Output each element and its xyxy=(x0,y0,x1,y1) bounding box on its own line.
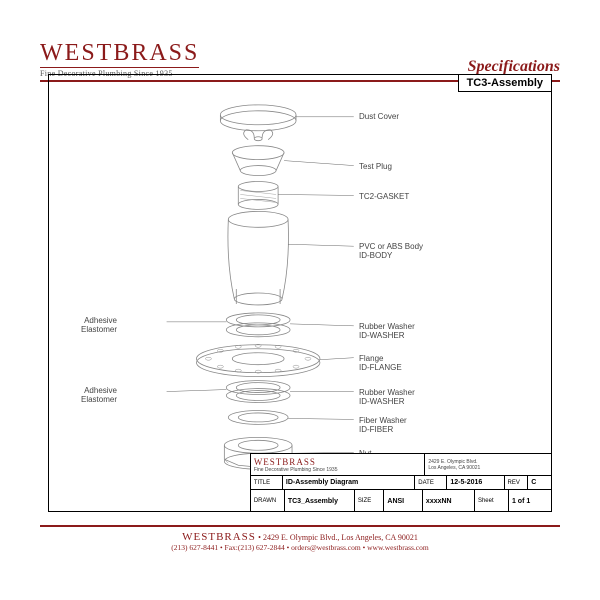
footer-brand: WESTBRASS xyxy=(182,531,256,543)
footer-email: orders@westbrass.com xyxy=(291,543,361,552)
tb-rev-field: REV xyxy=(508,480,525,486)
tb-size-field: SIZE xyxy=(358,498,381,504)
tb-rev-value: C xyxy=(531,479,548,486)
part-label-rubber-washer-2: Rubber WasherID-WASHER xyxy=(359,389,415,407)
tb-size-value: ANSI xyxy=(387,498,419,505)
footer-site: www.westbrass.com xyxy=(367,543,429,552)
tb-address-2: Los Angeles, CA 90021 xyxy=(428,465,548,471)
tb-drawn-field: DRAWN xyxy=(254,498,281,504)
title-block: WESTBRASS Fine Decorative Plumbing Since… xyxy=(250,453,551,511)
tb-title-field: TITLE xyxy=(254,480,279,486)
brand-name: WESTBRASS xyxy=(40,40,199,67)
tb-sheet-value: 1 of 1 xyxy=(512,498,548,505)
part-label-flange: FlangeID-FLANGE xyxy=(359,355,402,373)
footer: WESTBRASS • 2429 E. Olympic Blvd., Los A… xyxy=(40,525,560,552)
drawing-frame: Dust Cover Test Plug TC2-GASKET PVC or ABS … xyxy=(48,74,552,512)
tb-sheet-field: Sheet xyxy=(478,498,505,504)
exploded-diagram xyxy=(49,75,551,511)
part-label-dust-cover: Dust Cover xyxy=(359,113,399,122)
footer-address: 2429 E. Olympic Blvd., Los Angeles, CA 9… xyxy=(263,533,418,542)
part-label-fiber-washer: Fiber WasherID-FIBER xyxy=(359,417,407,435)
spec-sheet: WESTBRASS Fine Decorative Plumbing Since… xyxy=(40,40,560,560)
tb-title-value: ID-Assembly Diagram xyxy=(286,479,411,486)
footer-phone: (213) 627-8441 xyxy=(171,543,218,552)
tb-drawn-value: TC3_Assembly xyxy=(288,498,351,505)
brand-block: WESTBRASS Fine Decorative Plumbing Since… xyxy=(40,40,199,78)
footer-fax: (213) 627-2844 xyxy=(238,543,285,552)
part-label-rubber-washer-1: Rubber WasherID-WASHER xyxy=(359,323,415,341)
tb-date-field: DATE xyxy=(418,480,443,486)
part-label-body: PVC or ABS BodyID-BODY xyxy=(359,243,423,261)
tb-logo: WESTBRASS xyxy=(254,457,422,467)
tb-date-value: 12-5-2016 xyxy=(450,479,500,486)
part-label-tc2-gasket: TC2-GASKET xyxy=(359,193,409,202)
part-label-test-plug: Test Plug xyxy=(359,163,392,172)
part-label-adhesive-2: AdhesiveElastomer xyxy=(81,387,117,405)
part-label-adhesive-1: AdhesiveElastomer xyxy=(81,317,117,335)
tb-tagline: Fine Decorative Plumbing Since 1935 xyxy=(254,467,422,473)
tb-dwg-value: xxxxNN xyxy=(426,498,471,505)
